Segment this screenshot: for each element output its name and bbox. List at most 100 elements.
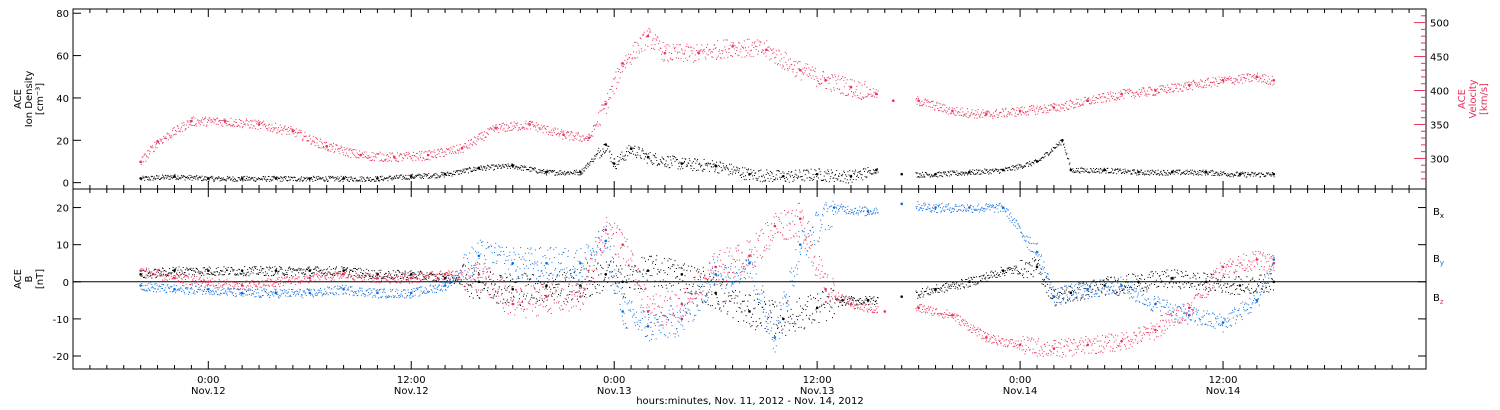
trace-dot <box>410 158 412 160</box>
trace-dot <box>479 169 481 170</box>
trace-dot <box>341 146 343 148</box>
trace-dot <box>440 149 442 151</box>
trace-dot <box>1162 169 1164 171</box>
trace-dot <box>513 121 515 123</box>
trace-dot <box>1158 172 1160 174</box>
trace-dot <box>856 95 858 96</box>
trace-dot <box>774 306 775 308</box>
trace-dot <box>946 175 948 177</box>
trace-dot <box>502 302 504 304</box>
trace-dot <box>1027 162 1029 164</box>
trace-dot <box>1245 77 1247 79</box>
trace-dot <box>999 172 1000 174</box>
trace-dot <box>1223 77 1225 79</box>
trace-dot <box>467 168 469 170</box>
trace-dot <box>302 138 304 140</box>
trace-dot <box>369 177 371 178</box>
trace-dot <box>532 169 534 171</box>
trace-dot <box>726 39 728 41</box>
trace-dot <box>682 280 684 282</box>
trace-dot <box>579 139 581 141</box>
trace-dot <box>1165 172 1167 174</box>
trace-dot <box>617 276 619 278</box>
trace-dot <box>831 74 833 75</box>
trace-dot <box>823 179 825 181</box>
trace-dot <box>750 55 752 57</box>
trace-dot <box>983 112 984 114</box>
trace-dot <box>557 128 559 130</box>
trace-dot <box>675 57 677 59</box>
trace-dot <box>796 177 798 179</box>
trace-dot <box>784 51 786 53</box>
trace-dot <box>1196 173 1198 175</box>
trace-dot <box>987 110 989 112</box>
trace-dot <box>598 123 600 125</box>
trace-dot <box>967 174 968 176</box>
trace-dot <box>441 174 443 175</box>
trace-dot <box>438 175 440 177</box>
trace-dot <box>1202 80 1203 82</box>
trace-dot <box>407 157 408 159</box>
trace-dot <box>585 268 587 270</box>
trace-dot <box>589 136 591 138</box>
trace-dot <box>800 176 802 178</box>
trace-dot <box>632 147 634 149</box>
trace-dot <box>225 179 227 181</box>
trace-dot <box>1058 141 1060 143</box>
trace-dot <box>533 125 535 127</box>
trace-dot <box>311 178 313 180</box>
trace-dot <box>521 291 523 292</box>
trace-dot <box>660 269 662 271</box>
trace-dot <box>223 179 225 181</box>
trace-dot <box>1111 167 1113 169</box>
trace-dot <box>198 176 200 178</box>
trace-dot <box>643 153 645 154</box>
trace-dot <box>486 164 488 166</box>
trace-dot <box>1050 109 1052 111</box>
trace-dot <box>212 179 214 181</box>
trace-dot <box>492 169 494 171</box>
trace-dot <box>260 178 262 180</box>
trace-dot <box>942 104 944 106</box>
trace-dot <box>599 157 601 159</box>
trace-dot <box>1080 167 1082 169</box>
trace-dot <box>739 168 741 170</box>
trace-dot <box>210 176 212 178</box>
trace-dot <box>952 171 954 173</box>
trace-dot <box>991 169 993 171</box>
trace-dot <box>388 272 390 274</box>
trace-dot <box>445 154 447 155</box>
trace-dot <box>162 142 163 144</box>
trace-dot <box>370 275 372 277</box>
trace-dot <box>289 266 291 268</box>
trace-dot <box>1004 170 1006 172</box>
trace-dot <box>182 176 184 178</box>
trace-dot <box>167 274 169 276</box>
trace-dot <box>782 176 784 178</box>
trace-dot <box>609 150 611 152</box>
trace-dot <box>751 171 753 173</box>
trace-dot <box>1189 173 1191 175</box>
trace-dot <box>439 273 440 275</box>
trace-dot <box>862 179 864 181</box>
trace-dot <box>648 28 650 29</box>
trace-dot <box>1105 172 1107 174</box>
trace-dot <box>550 294 552 296</box>
trace-dot <box>225 123 227 124</box>
trace-dot <box>343 154 345 156</box>
trace-dot <box>826 173 828 175</box>
trace-dot <box>451 148 453 150</box>
trace-dot <box>664 272 666 274</box>
trace-dot <box>410 174 412 176</box>
trace-dot <box>150 147 152 149</box>
trace-dot <box>671 162 672 164</box>
trace-dot <box>700 166 701 168</box>
trace-dot <box>1010 108 1012 110</box>
trace-dot <box>1178 84 1180 86</box>
trace-dot <box>1154 172 1156 174</box>
trace-dot <box>228 273 230 275</box>
trace-dot <box>599 110 601 112</box>
trace-dot <box>177 269 179 271</box>
trace-dot <box>257 128 259 130</box>
trace-dot <box>231 180 233 182</box>
